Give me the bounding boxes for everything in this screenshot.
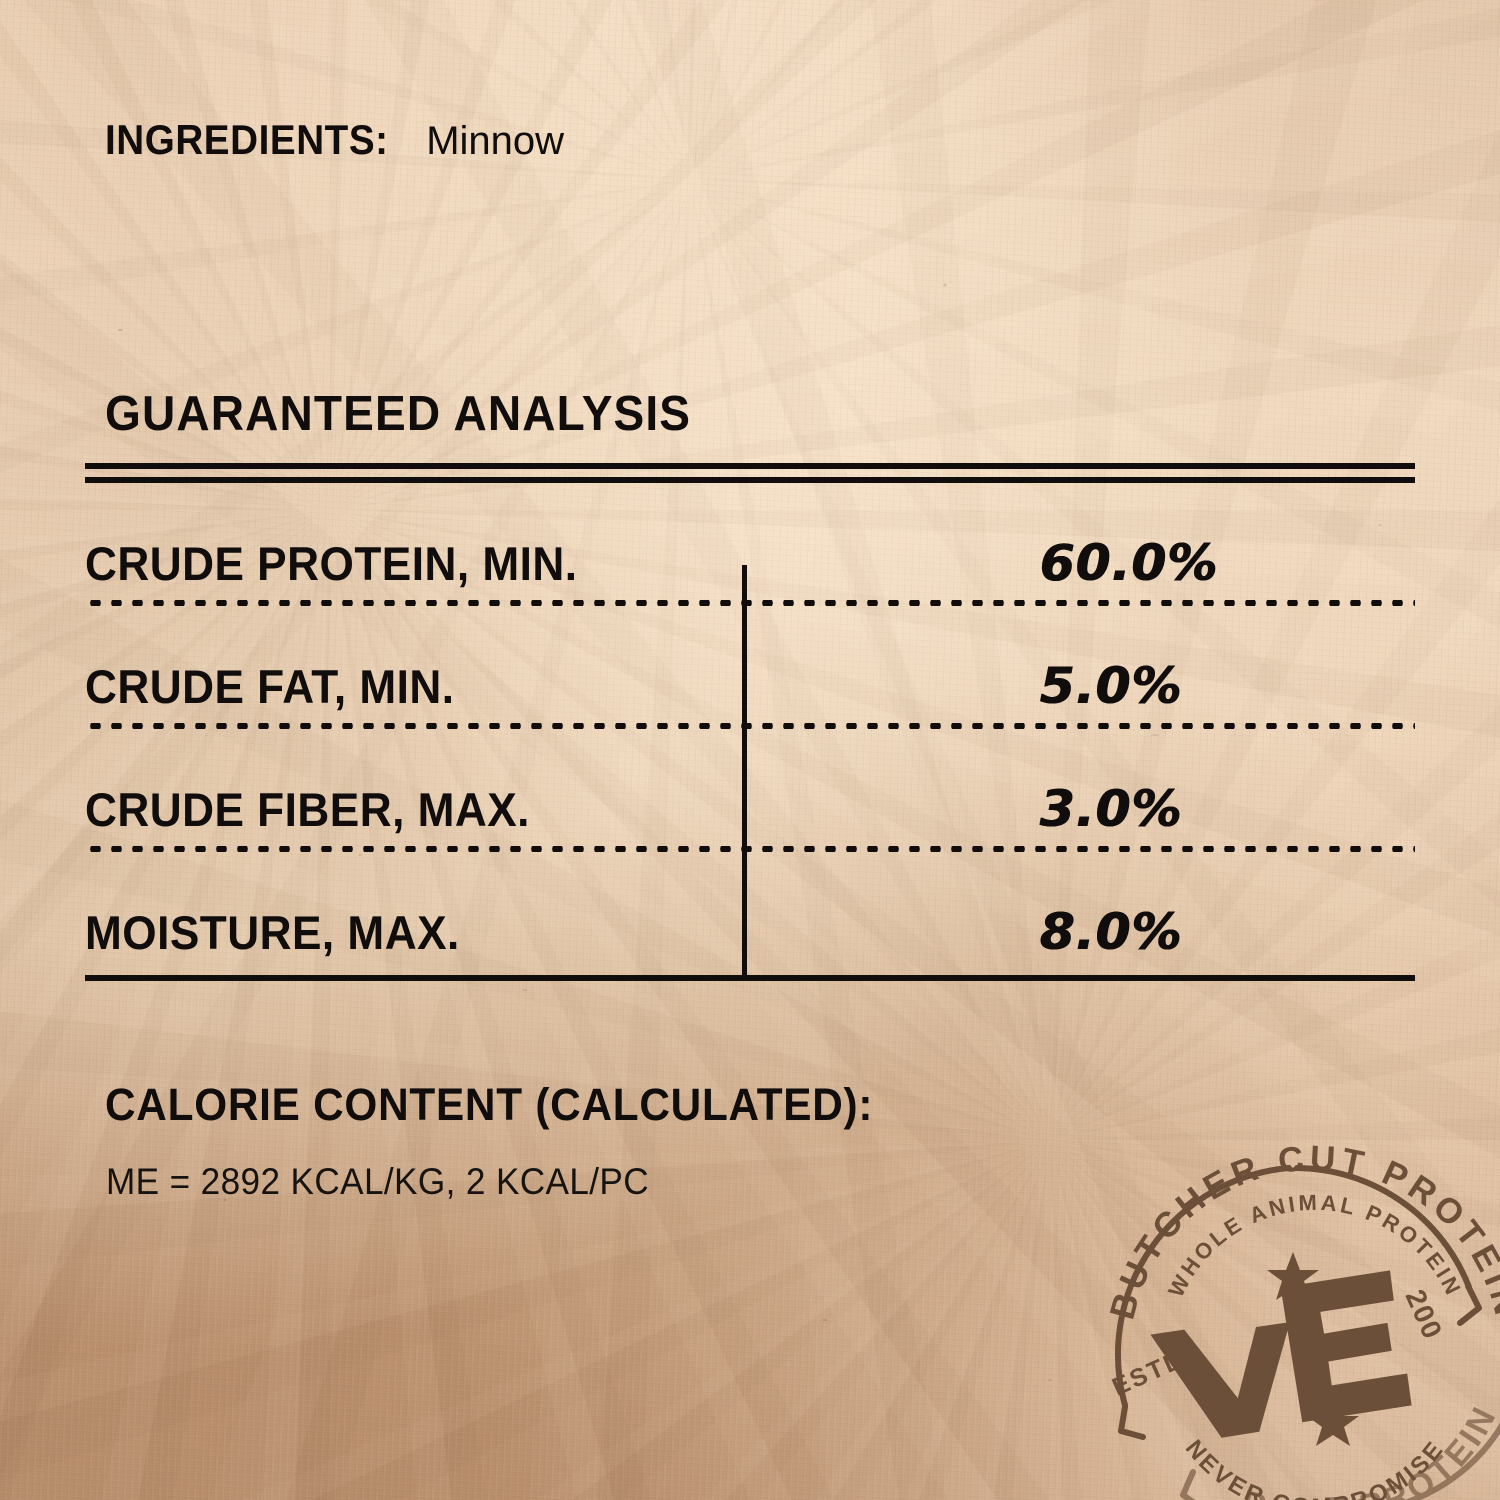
guaranteed-analysis-heading: GUARANTEED ANALYSIS bbox=[105, 387, 692, 441]
table-row: CRUDE FIBER, MAX. 3.0% bbox=[85, 729, 1415, 852]
svg-text:200: 200 bbox=[1400, 1285, 1449, 1344]
table-top-double-rule bbox=[85, 463, 1415, 483]
calorie-content-value: ME = 2892 KCAL/KG, 2 KCAL/PC bbox=[106, 1161, 650, 1202]
stamp-ghost-impression: T PROTEIN BU bbox=[1180, 1398, 1500, 1500]
stamp-estd: ESTD. bbox=[1108, 1341, 1198, 1401]
table-body: CRUDE PROTEIN, MIN. 60.0% CRUDE FAT, MIN… bbox=[85, 483, 1415, 975]
svg-text:BU: BU bbox=[1237, 1483, 1300, 1500]
stamp-ghost-arc-text: T PROTEIN bbox=[1325, 1398, 1500, 1500]
table-column-divider bbox=[742, 565, 747, 975]
nutrient-label: CRUDE FIBER, MAX. bbox=[85, 783, 530, 836]
nutrient-value: 5.0% bbox=[1040, 657, 1183, 715]
ingredients-row: INGREDIENTS: Minnow bbox=[105, 116, 564, 164]
nutrient-label: MOISTURE, MAX. bbox=[85, 906, 460, 959]
row-dotted-separator bbox=[85, 600, 1415, 606]
table-row: MOISTURE, MAX. 8.0% bbox=[85, 852, 1415, 975]
row-dotted-separator bbox=[85, 723, 1415, 729]
stamp-bottom-arc-text: NEVER COMPROMISE bbox=[1180, 1435, 1450, 1500]
ingredients-label: INGREDIENTS: bbox=[105, 116, 389, 163]
table-row: CRUDE PROTEIN, MIN. 60.0% bbox=[85, 483, 1415, 606]
row-dotted-separator bbox=[85, 846, 1415, 852]
calorie-content-heading: CALORIE CONTENT (CALCULATED): bbox=[105, 1079, 874, 1130]
nutrient-value: 8.0% bbox=[1040, 903, 1183, 961]
stamp-outer-arc-text: BUTCHER CUT PROTEIN bbox=[1103, 1139, 1500, 1324]
stamp-outer-ring bbox=[1115, 1165, 1472, 1408]
stamp-star-bottom bbox=[1307, 1398, 1359, 1446]
stamp-bracket-marks bbox=[1118, 1283, 1482, 1440]
stamp-inner-arc-text: WHOLE ANIMAL PROTEIN bbox=[1163, 1190, 1467, 1301]
stamp-monogram-ve bbox=[1150, 1270, 1412, 1438]
stamp-established-year: 200 bbox=[1400, 1285, 1449, 1344]
table-row: CRUDE FAT, MIN. 5.0% bbox=[85, 606, 1415, 729]
guaranteed-analysis-table: CRUDE PROTEIN, MIN. 60.0% CRUDE FAT, MIN… bbox=[85, 463, 1415, 981]
nutrient-label: CRUDE PROTEIN, MIN. bbox=[85, 537, 578, 590]
nutrient-label: CRUDE FAT, MIN. bbox=[85, 660, 455, 713]
butcher-cut-protein-stamp: BUTCHER CUT PROTEIN WHOLE ANIMAL PROTEIN bbox=[1075, 1120, 1500, 1500]
ingredients-value: Minnow bbox=[426, 119, 565, 163]
nutrient-value: 3.0% bbox=[1040, 780, 1183, 838]
nutrient-value: 60.0% bbox=[1040, 534, 1219, 592]
svg-text:ESTD.: ESTD. bbox=[1108, 1341, 1198, 1401]
table-bottom-rule bbox=[85, 975, 1415, 981]
stamp-star-top bbox=[1267, 1252, 1319, 1300]
